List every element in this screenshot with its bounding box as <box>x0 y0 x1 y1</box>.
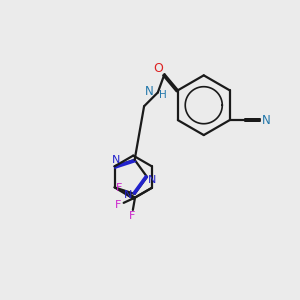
Text: H: H <box>159 91 167 100</box>
Text: N: N <box>124 190 132 200</box>
Text: N: N <box>148 175 157 185</box>
Text: O: O <box>153 62 163 75</box>
Text: N: N <box>145 85 154 98</box>
Text: F: F <box>129 211 135 221</box>
Text: N: N <box>262 114 270 127</box>
Text: N: N <box>112 155 120 165</box>
Text: F: F <box>115 200 122 210</box>
Text: F: F <box>116 183 122 193</box>
